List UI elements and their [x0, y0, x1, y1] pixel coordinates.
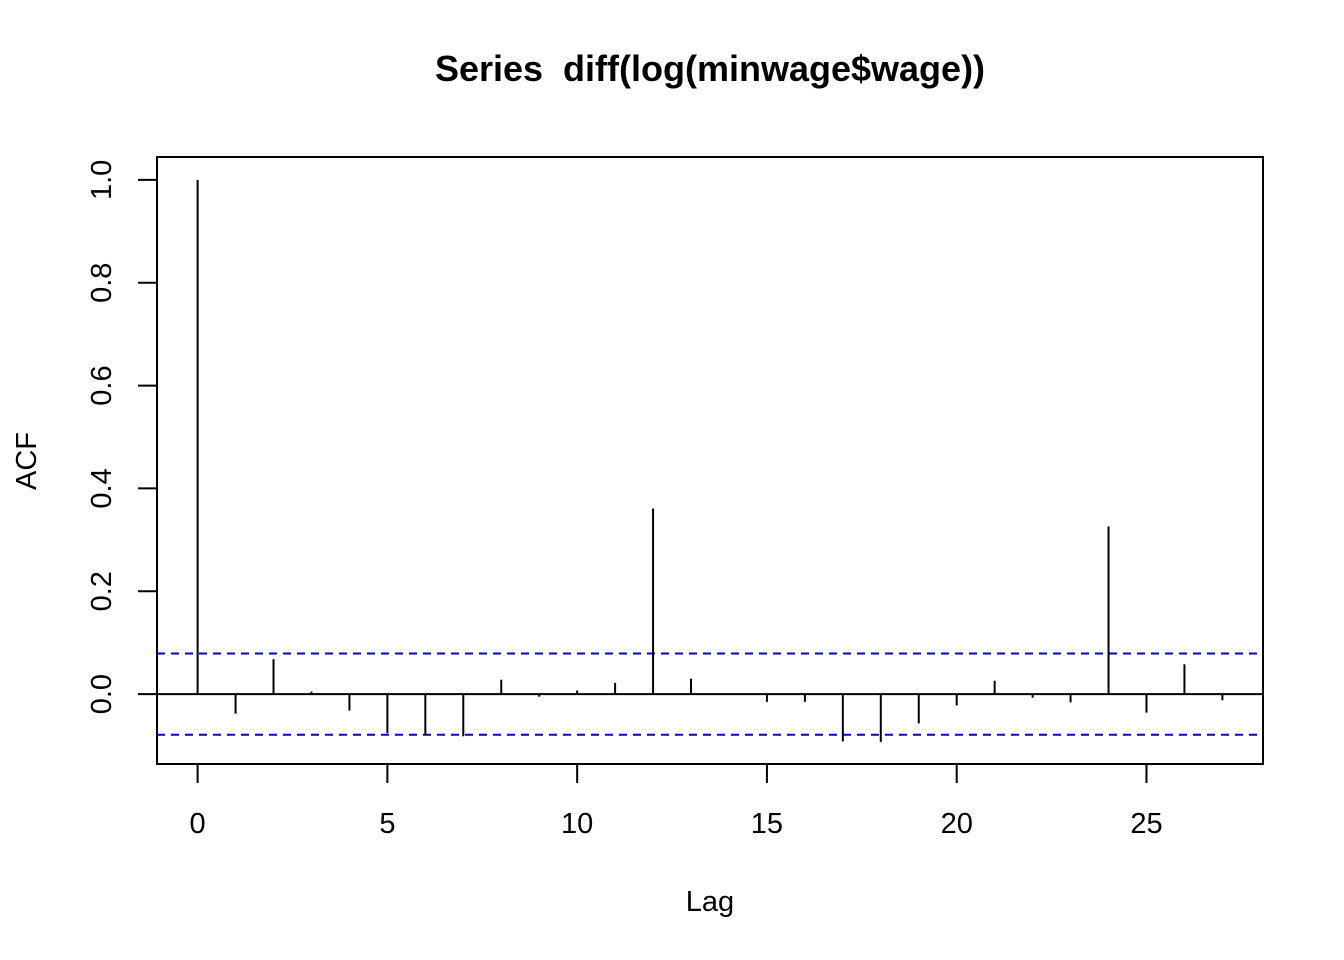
confidence-bounds — [157, 652, 1263, 736]
x-tick-label: 5 — [379, 808, 395, 840]
y-axis-label: ACF — [11, 432, 43, 490]
y-tick-label: 0.4 — [86, 468, 118, 508]
x-tick-label: 20 — [941, 808, 973, 840]
y-tick-label: 0.8 — [86, 263, 118, 303]
y-tick-label: 1.0 — [86, 160, 118, 200]
x-axis: 0 5 10 15 20 25 — [190, 763, 1163, 840]
plot-frame — [156, 156, 1264, 765]
y-tick-label: 0.2 — [86, 571, 118, 611]
x-axis-label: Lag — [686, 886, 734, 918]
x-tick-label: 0 — [190, 808, 206, 840]
y-tick-label: 0.6 — [86, 365, 118, 405]
acf-bars — [196, 179, 1224, 742]
x-tick-label: 25 — [1130, 808, 1162, 840]
y-axis: 0.0 0.2 0.4 0.6 0.8 1.0 — [86, 160, 158, 714]
x-tick-label: 15 — [751, 808, 783, 840]
x-tick-label: 10 — [561, 808, 593, 840]
chart-title: Series diff(log(minwage$wage)) — [435, 48, 985, 89]
y-tick-label: 0.0 — [86, 674, 118, 714]
